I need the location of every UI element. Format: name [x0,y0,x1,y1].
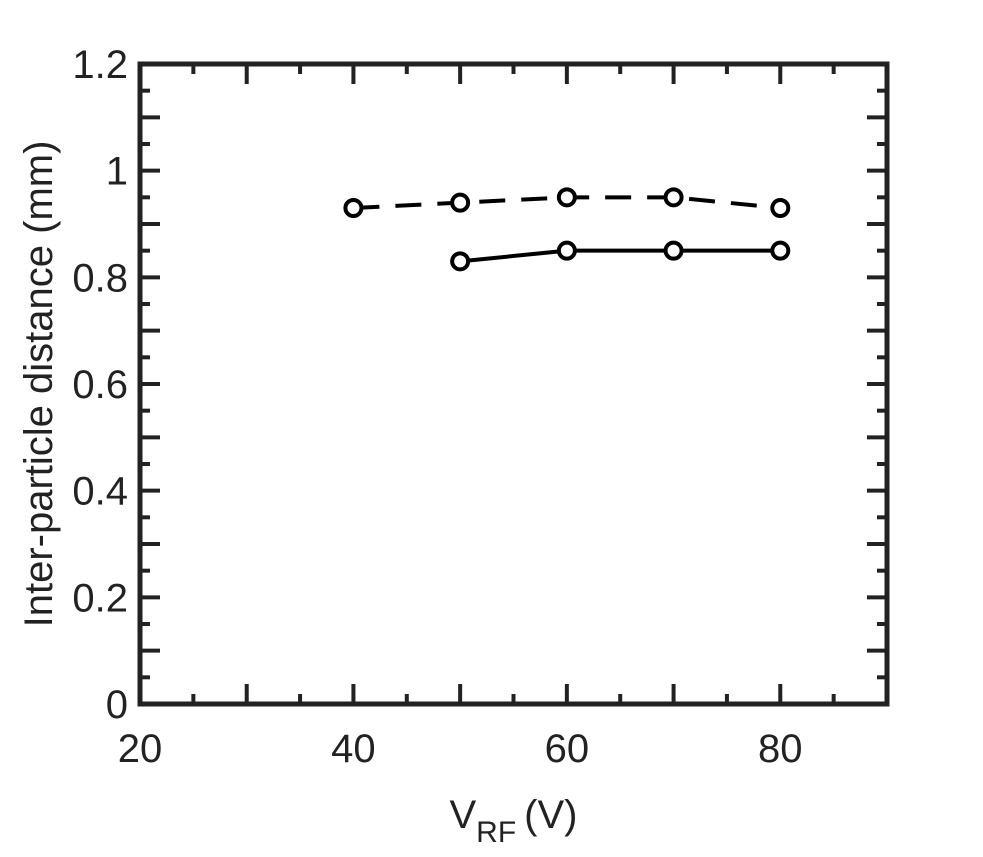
plot-frame [137,61,890,707]
data-point [343,198,364,218]
data-point [770,198,791,218]
x-axis-label-main: V [449,793,476,837]
y-tick-label: 0.4 [72,470,128,514]
data-point [663,240,684,261]
x-tick-label: 40 [331,727,376,771]
y-tick-label: 0.8 [72,256,128,300]
y-tick-label: 1 [106,150,128,194]
data-point [770,240,791,261]
ticks [140,64,887,704]
data-point [663,187,684,208]
series-1 [343,187,791,218]
data-point [450,251,471,272]
data-point [450,192,471,213]
y-tick-label: 0 [106,683,128,727]
y-axis-label: Inter-particle distance (mm) [17,141,61,628]
x-axis-label-subscript: RF [476,816,516,849]
tick-labels: 20 40 60 80 0 0.2 0.4 0.6 0.8 1 1.2 [72,43,802,771]
series-line [459,248,781,264]
data-point [556,240,577,261]
x-axis-label-unit: (V) [524,793,577,837]
x-axis-label: VRF (V) [449,793,577,849]
x-tick-label: 80 [758,727,803,771]
y-tick-label: 1.2 [72,43,128,87]
series-group [343,187,791,272]
y-tick-label: 0.6 [72,363,128,407]
x-tick-label: 60 [545,727,590,771]
data-point [556,187,577,208]
x-tick-label: 20 [118,727,163,771]
y-tick-label: 0.2 [72,576,128,620]
series-2 [450,240,791,272]
